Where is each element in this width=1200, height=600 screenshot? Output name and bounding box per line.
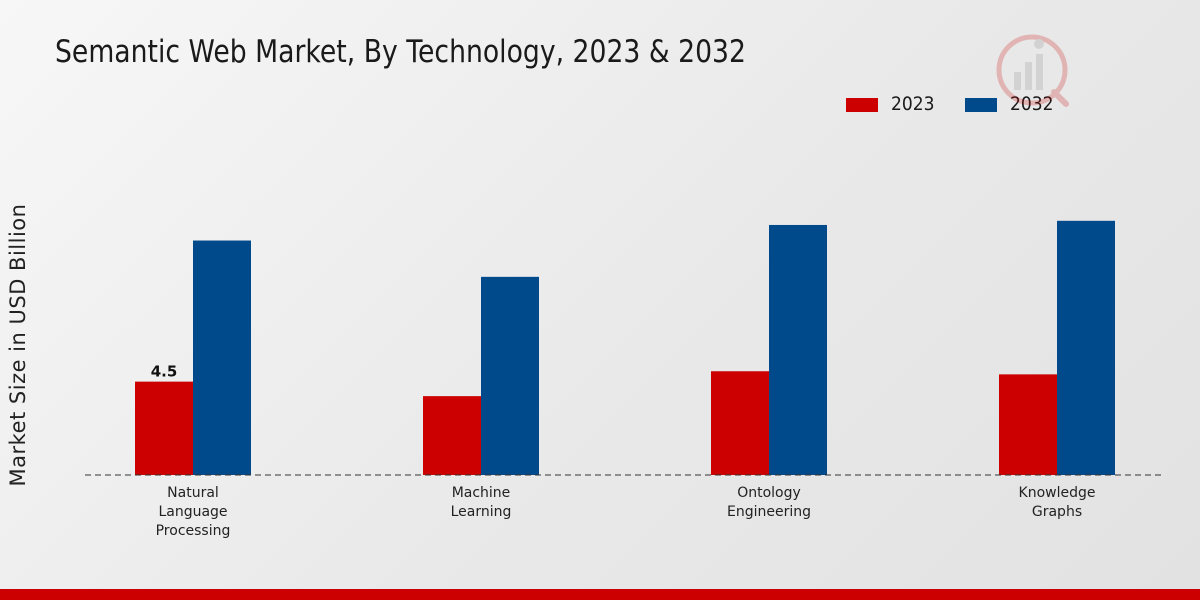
chart-title: Semantic Web Market, By Technology, 2023… [55, 34, 746, 70]
footer-accent-bar [0, 589, 1200, 600]
bar-2023-2 [711, 371, 769, 475]
bar-2032-1 [481, 276, 539, 475]
x-tick-label-3: Knowledge Graphs [1019, 485, 1096, 520]
bar-2023-0 [135, 381, 193, 475]
legend-label-2023: 2023 [891, 93, 935, 115]
x-tick-label-1: Machine Learning [451, 485, 512, 520]
bar-2032-3 [1057, 220, 1115, 475]
legend-swatch-2032 [965, 98, 997, 112]
legend-label-2032: 2032 [1010, 93, 1054, 115]
x-tick-label-2: Ontology Engineering [727, 485, 811, 520]
bar-2032-2 [769, 224, 827, 475]
watermark-logo-icon [996, 34, 1069, 107]
x-tick-label-0: Natural Language Processing [156, 485, 231, 539]
bar-2023-3 [999, 374, 1057, 475]
bar-2032-0 [193, 240, 251, 475]
bar-2023-1 [423, 396, 481, 475]
data-label-2023-0: 4.5 [151, 363, 178, 381]
legend-swatch-2023 [846, 98, 878, 112]
